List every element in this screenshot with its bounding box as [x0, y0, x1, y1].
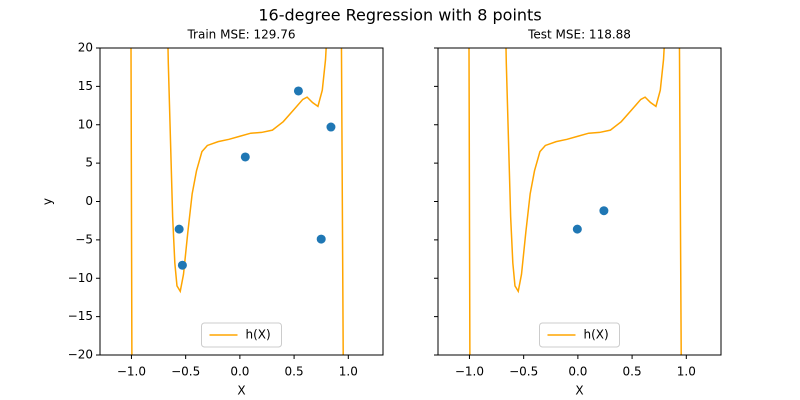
legend-box	[539, 322, 620, 348]
legend-label: h(X)	[246, 328, 271, 342]
x-tick-label: −0.5	[171, 365, 200, 379]
axes-frame	[437, 47, 722, 356]
legend-label: h(X)	[584, 328, 609, 342]
x-tick-label: −1.0	[117, 365, 146, 379]
x-axis-label: X	[575, 384, 583, 398]
data-point	[177, 260, 187, 270]
y-tick-label: −20	[68, 348, 93, 362]
data-point	[293, 86, 303, 96]
y-tick-label: 15	[78, 79, 93, 93]
data-point	[572, 224, 582, 234]
data-point	[599, 206, 609, 216]
plot-area	[468, 48, 682, 355]
axes-title: Test MSE: 118.88	[527, 28, 631, 42]
axes-title: Train MSE: 129.76	[186, 28, 295, 42]
data-point	[316, 234, 326, 244]
x-tick-label: −0.5	[509, 365, 538, 379]
curve	[130, 48, 344, 355]
figure-title: 16-degree Regression with 8 points	[258, 6, 541, 25]
x-tick-label: 0.0	[230, 365, 249, 379]
x-tick-label: −1.0	[455, 365, 484, 379]
y-tick-label: 10	[78, 117, 93, 131]
x-tick-label: 0.5	[285, 365, 304, 379]
x-tick-label: 1.0	[339, 365, 358, 379]
axes-frame	[99, 47, 384, 356]
x-tick-label: 1.0	[677, 365, 696, 379]
y-tick-label: 5	[85, 156, 93, 170]
x-axis-label: X	[237, 384, 245, 398]
legend-box	[201, 322, 282, 348]
data-point	[240, 152, 250, 162]
y-tick-label: −5	[75, 232, 93, 246]
y-tick-label: −10	[68, 271, 93, 285]
plot-area	[130, 48, 344, 355]
y-axis-label: y	[41, 198, 55, 205]
x-tick-label: 0.5	[623, 365, 642, 379]
y-tick-label: −15	[68, 309, 93, 323]
data-point	[326, 122, 336, 132]
y-tick-label: 20	[78, 41, 93, 55]
y-tick-label: 0	[85, 194, 93, 208]
x-tick-label: 0.0	[568, 365, 587, 379]
curve	[468, 48, 682, 355]
data-point	[174, 224, 184, 234]
